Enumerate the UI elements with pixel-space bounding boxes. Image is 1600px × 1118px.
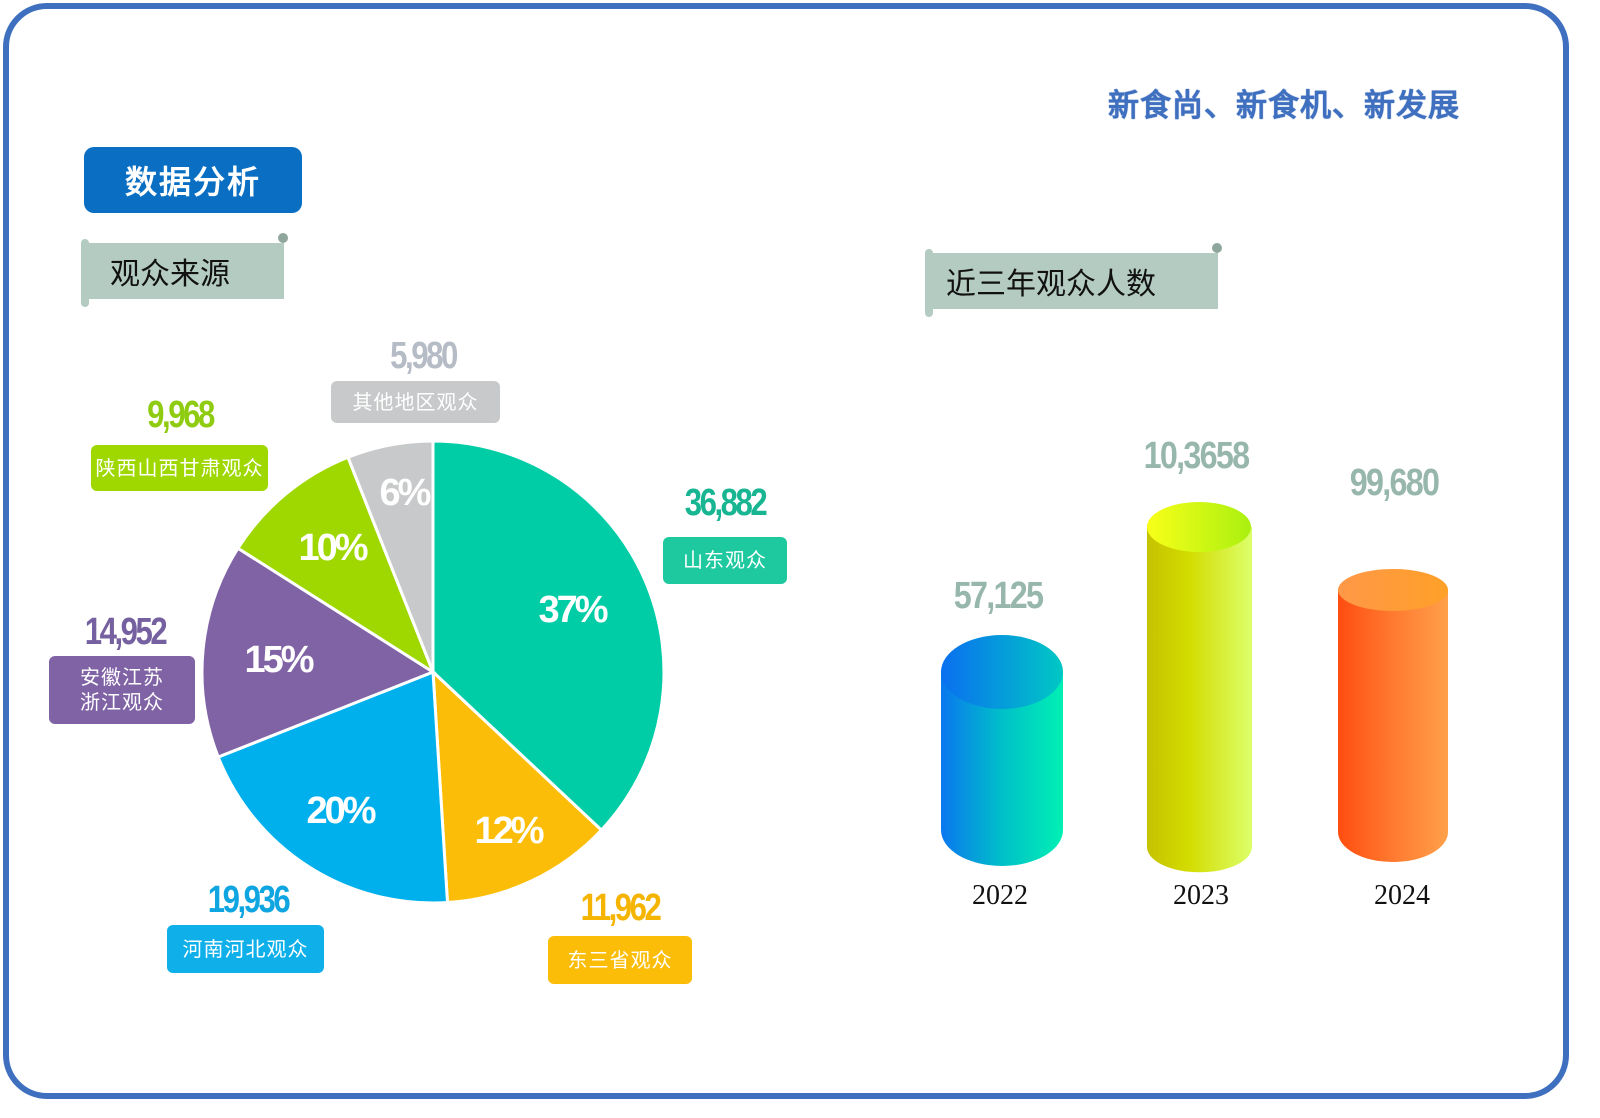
pct-label-shaanxi-shanxi-gansu: 10%: [298, 527, 367, 569]
value-henan-hebei: 19,936: [207, 879, 291, 921]
tag-anhui-jiangsu-zhejiang: 安徽江苏 浙江观众: [49, 656, 195, 724]
value-dongsansheng: 11,962: [580, 887, 662, 929]
tag-line-2: 浙江观众: [80, 690, 164, 714]
tag-other: 其他地区观众: [331, 381, 500, 423]
bar-value-2022: 57,125: [953, 575, 1044, 617]
pct-label-henan-hebei: 20%: [306, 790, 375, 832]
pie-title-text: 观众来源: [110, 257, 230, 292]
pct-label-shandong: 37%: [538, 589, 607, 631]
value-anhui-jiangsu-zhejiang: 14,952: [84, 611, 168, 653]
pie-slice-other: [346, 439, 435, 673]
pie-slice-shaanxi-shanxi-gansu: [235, 455, 437, 676]
tag-shandong: 山东观众: [663, 537, 787, 584]
cylinder-2022: [941, 635, 1063, 866]
bar-title-text: 近三年观众人数: [946, 267, 1156, 302]
year-label-2022: 2022: [972, 880, 1028, 911]
value-other: 5,980: [390, 335, 458, 377]
bar-value-2023: 10,3658: [1143, 435, 1251, 477]
section-badge: 数据分析: [84, 147, 302, 213]
pie-slice-anhui-jiangsu-zhejiang: [200, 546, 437, 759]
bar-section-title: 近三年观众人数: [925, 243, 1222, 317]
pct-label-dongsansheng: 12%: [474, 810, 543, 852]
pct-label-anhui-jiangsu-zhejiang: 15%: [244, 639, 313, 681]
tag-dongsansheng: 东三省观众: [548, 936, 692, 984]
slogan-title: 新食尚、新食机、新发展: [1108, 88, 1460, 124]
bar-value-2024: 99,680: [1349, 462, 1440, 504]
tag-shaanxi-shanxi-gansu: 陕西山西甘肃观众: [91, 445, 268, 491]
tag-line-1: 安徽江苏: [80, 665, 164, 689]
pie-slice-shandong: [431, 439, 666, 833]
year-label-2023: 2023: [1173, 880, 1229, 911]
cylinder-2024: [1338, 569, 1448, 862]
year-label-2024: 2024: [1374, 880, 1430, 911]
pct-label-other: 6%: [380, 472, 431, 514]
cylinder-2023: [1147, 502, 1252, 873]
pie-slice-henan-hebei: [216, 669, 450, 905]
value-shaanxi-shanxi-gansu: 9,968: [147, 394, 215, 436]
pie-slice-dongsansheng: [431, 668, 604, 905]
tag-henan-hebei: 河南河北观众: [167, 925, 324, 973]
pie-section-title: 观众来源: [81, 233, 288, 307]
value-shandong: 36,882: [684, 482, 768, 524]
